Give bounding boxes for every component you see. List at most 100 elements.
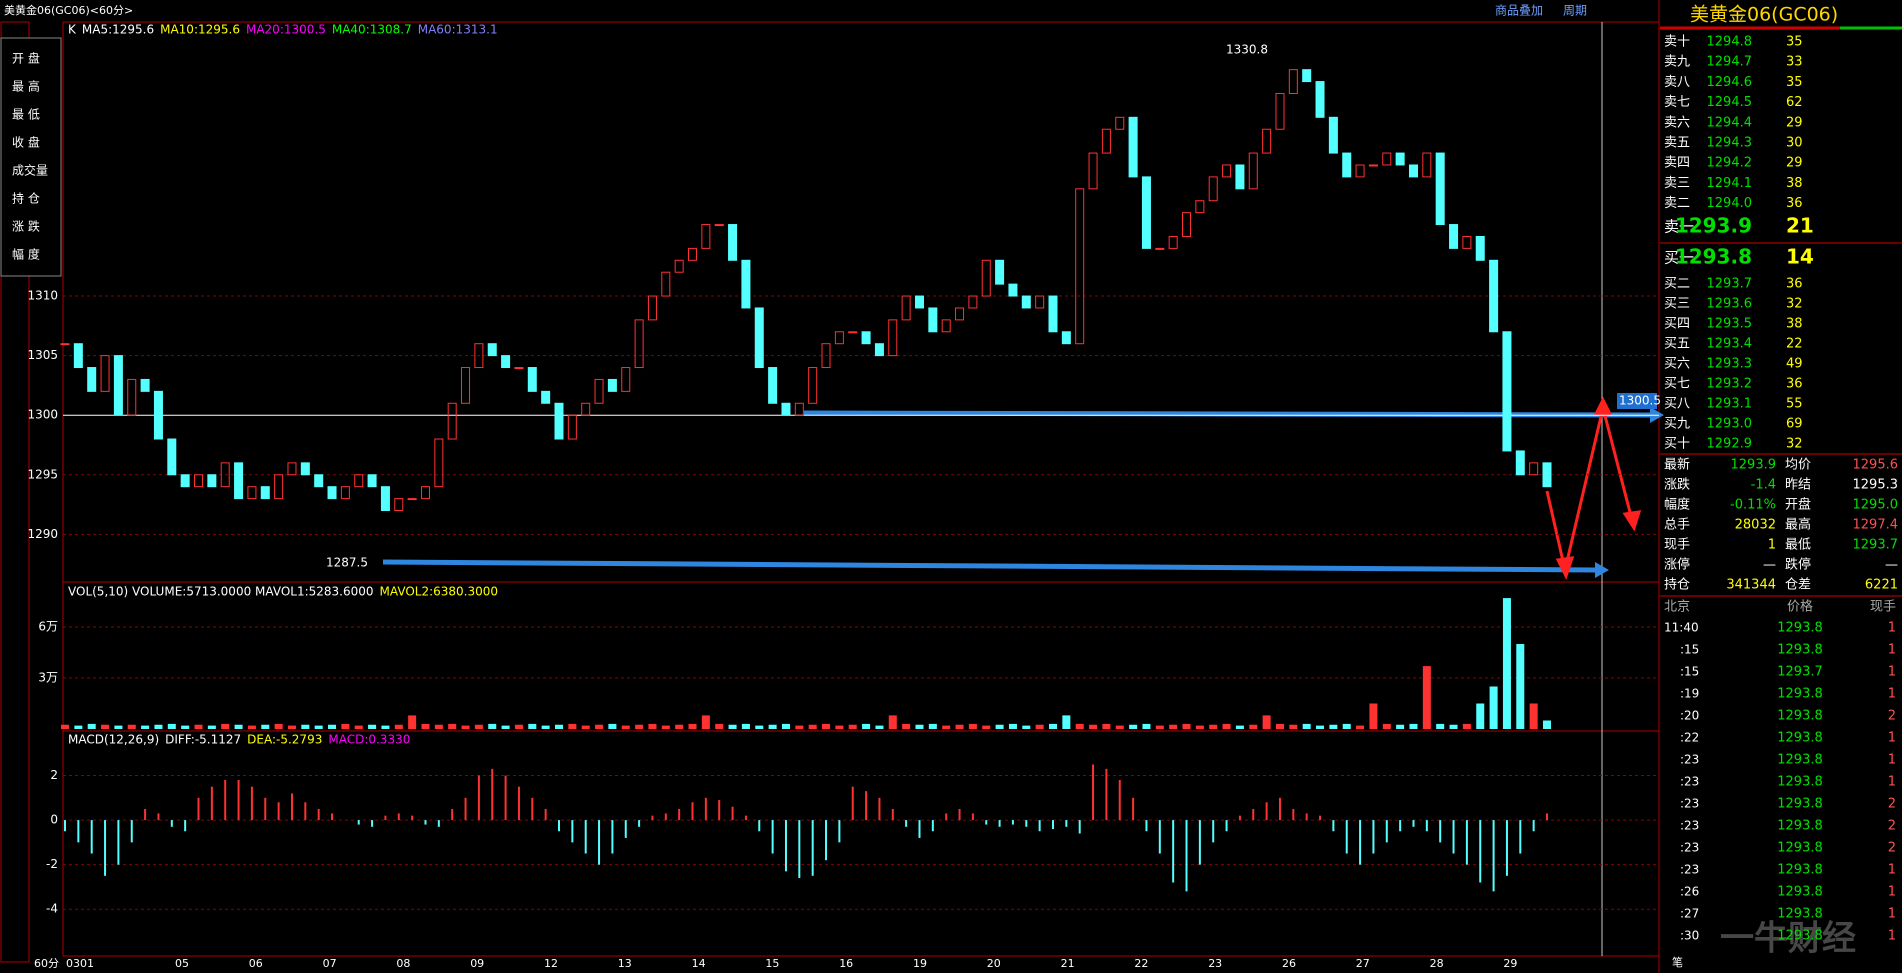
- y-tick-label: 3万: [38, 671, 58, 685]
- volume-bar: [1035, 724, 1044, 729]
- price-annotation: 1300.5: [1619, 394, 1661, 408]
- stat-label: 持仓: [1664, 578, 1690, 593]
- candle: [1288, 69, 1298, 94]
- book-label: 买五: [1664, 337, 1690, 352]
- trade-price: 1293.8: [1777, 841, 1823, 856]
- candle: [327, 486, 337, 500]
- volume-bar: [862, 723, 871, 729]
- candle: [754, 307, 764, 369]
- book-price: 1293.7: [1707, 277, 1753, 292]
- book-label: 卖十: [1664, 35, 1690, 50]
- stat-value: 1: [1768, 538, 1776, 553]
- book-price: 1293.4: [1707, 337, 1753, 352]
- book-qty: 38: [1786, 317, 1803, 332]
- volume-bar: [1262, 715, 1271, 729]
- x-tick-label: 16: [839, 957, 853, 970]
- trade-qty: 2: [1888, 819, 1896, 834]
- menu-item[interactable]: 商品叠加: [1495, 3, 1543, 18]
- volume-bar: [1396, 724, 1405, 729]
- book-price: 1293.8: [1675, 245, 1752, 269]
- quote-title: 美黄金06(GC06): [1690, 4, 1838, 26]
- x-tick-label: 14: [692, 957, 706, 970]
- stat-value: 1293.9: [1731, 458, 1777, 473]
- volume-bar: [301, 724, 310, 729]
- stat-label: 仓差: [1785, 578, 1811, 593]
- volume-bar: [1142, 723, 1151, 729]
- tab[interactable]: 笔: [1672, 955, 1683, 969]
- volume-bar: [795, 725, 804, 729]
- volume-bar: [368, 724, 377, 729]
- volume-bar: [1542, 720, 1552, 729]
- x-tick-label: 27: [1356, 957, 1370, 970]
- volume-bar: [514, 724, 523, 729]
- volume-bar: [568, 723, 577, 729]
- menu-item[interactable]: 周期: [1563, 4, 1587, 18]
- candle: [968, 295, 978, 309]
- candle: [340, 486, 350, 500]
- trade-qty: 1: [1888, 621, 1896, 636]
- candle: [541, 390, 551, 404]
- trade-price: 1293.8: [1777, 819, 1823, 834]
- candle: [1355, 164, 1365, 178]
- candle: [674, 259, 684, 273]
- candle: [367, 474, 377, 488]
- trade-time: :23: [1680, 819, 1699, 833]
- trade-qty: 2: [1888, 709, 1896, 724]
- volume-bar: [541, 725, 550, 729]
- volume-bar: [1342, 723, 1351, 729]
- volume-bar: [501, 725, 510, 729]
- volume-bar: [968, 723, 977, 729]
- indicator-label: VOL(5,10) VOLUME:5713.0000 MAVOL1:5283.6…: [68, 585, 374, 599]
- book-label: 卖五: [1664, 136, 1690, 151]
- candle: [981, 259, 991, 297]
- candle: [808, 367, 818, 404]
- candle: [1182, 212, 1192, 237]
- volume-bar: [127, 724, 136, 729]
- candle: [688, 247, 698, 261]
- sidebar-item: 成交量: [12, 163, 48, 178]
- x-tick-label: 07: [323, 957, 337, 970]
- book-label: 卖八: [1664, 75, 1690, 90]
- book-label: 卖三: [1664, 176, 1690, 191]
- volume-bar: [982, 725, 991, 729]
- volume-bar: [822, 723, 831, 729]
- sidebar-item: 幅 度: [12, 247, 40, 262]
- volume-bar: [554, 724, 564, 729]
- volume-bar: [581, 725, 590, 729]
- candle: [434, 438, 444, 488]
- trade-time: :15: [1680, 665, 1699, 679]
- candle: [1395, 152, 1405, 166]
- volume-bar: [1275, 723, 1284, 729]
- candle: [1342, 152, 1352, 178]
- sidebar-item: 最 低: [12, 108, 40, 122]
- candle: [1115, 116, 1125, 130]
- trade-qty: 1: [1888, 929, 1896, 944]
- volume-bar: [808, 724, 817, 729]
- indicator-label: MA60:1313.1: [418, 23, 498, 37]
- volume-bar: [1489, 686, 1498, 729]
- trade-header: 价格: [1787, 599, 1813, 615]
- trade-price: 1293.8: [1777, 885, 1823, 900]
- candle: [1328, 116, 1338, 154]
- book-qty: 14: [1786, 245, 1814, 269]
- y-tick-label: 2: [50, 768, 58, 782]
- volume-bar: [461, 725, 470, 729]
- volume-bar: [928, 723, 937, 729]
- volume-bar: [1075, 723, 1084, 729]
- candle: [260, 486, 270, 500]
- trade-time: :30: [1680, 929, 1699, 943]
- book-label: 买四: [1664, 317, 1690, 332]
- y-tick-label: 1310: [27, 289, 58, 303]
- volume-bar: [701, 715, 710, 729]
- candle: [300, 462, 310, 476]
- candle: [728, 224, 738, 261]
- candle: [1222, 164, 1232, 178]
- candle: [1208, 176, 1218, 202]
- book-qty: 30: [1786, 136, 1803, 151]
- book-price: 1293.9: [1675, 214, 1752, 238]
- candle: [1101, 128, 1111, 154]
- trade-price: 1293.8: [1777, 775, 1823, 790]
- candle: [888, 319, 898, 357]
- price-annotation: 1287.5: [326, 556, 368, 570]
- x-tick-label: 09: [470, 957, 484, 970]
